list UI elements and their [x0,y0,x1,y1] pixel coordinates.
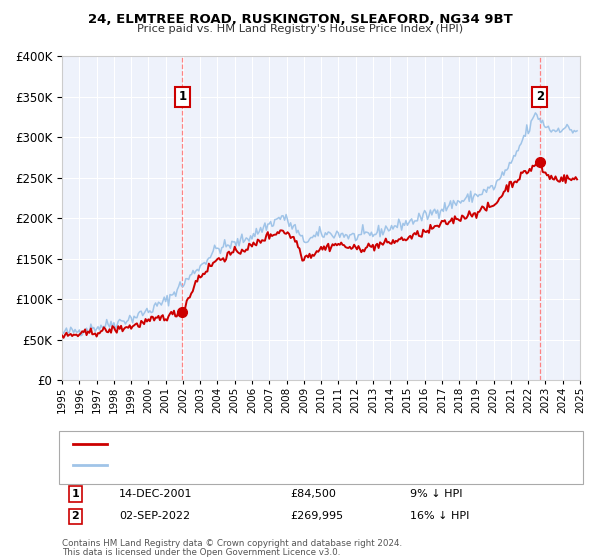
Text: 14-DEC-2001: 14-DEC-2001 [119,489,193,499]
Text: 1: 1 [71,489,79,499]
Text: 2: 2 [536,90,544,104]
Text: HPI: Average price, detached house, North Kesteven: HPI: Average price, detached house, Nort… [111,460,373,470]
Text: 16% ↓ HPI: 16% ↓ HPI [410,511,469,521]
Text: 24, ELMTREE ROAD, RUSKINGTON, SLEAFORD, NG34 9BT: 24, ELMTREE ROAD, RUSKINGTON, SLEAFORD, … [88,13,512,26]
Text: 24, ELMTREE ROAD, RUSKINGTON, SLEAFORD, NG34 9BT (detached house): 24, ELMTREE ROAD, RUSKINGTON, SLEAFORD, … [111,439,487,449]
Text: 02-SEP-2022: 02-SEP-2022 [119,511,190,521]
Text: 9% ↓ HPI: 9% ↓ HPI [410,489,463,499]
Text: 2: 2 [71,511,79,521]
Text: £84,500: £84,500 [290,489,336,499]
Text: This data is licensed under the Open Government Licence v3.0.: This data is licensed under the Open Gov… [62,548,340,557]
Text: 1: 1 [178,90,187,104]
Text: Contains HM Land Registry data © Crown copyright and database right 2024.: Contains HM Land Registry data © Crown c… [62,539,402,548]
Text: Price paid vs. HM Land Registry's House Price Index (HPI): Price paid vs. HM Land Registry's House … [137,24,463,34]
Text: £269,995: £269,995 [290,511,343,521]
